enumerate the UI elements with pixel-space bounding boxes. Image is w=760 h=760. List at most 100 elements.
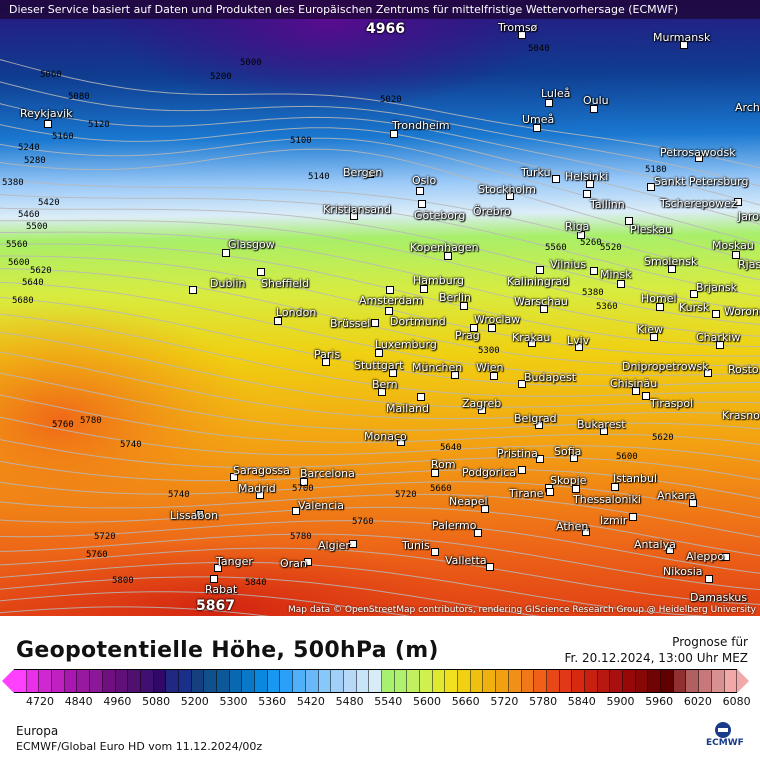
city-marker[interactable]: [528, 339, 536, 347]
city-label[interactable]: Rjas: [738, 258, 760, 271]
city-marker[interactable]: [418, 200, 426, 208]
city-marker[interactable]: [666, 546, 674, 554]
city-marker[interactable]: [712, 310, 720, 318]
city-label[interactable]: Budapest: [524, 371, 577, 384]
city-label[interactable]: Warschau: [514, 295, 568, 308]
city-marker[interactable]: [417, 393, 425, 401]
city-label[interactable]: Dortmund: [390, 315, 446, 328]
city-marker[interactable]: [552, 175, 560, 183]
city-label[interactable]: Mailand: [386, 402, 430, 415]
city-marker[interactable]: [378, 388, 386, 396]
city-marker[interactable]: [518, 380, 526, 388]
city-marker[interactable]: [44, 120, 52, 128]
city-marker[interactable]: [196, 510, 204, 518]
city-marker[interactable]: [656, 303, 664, 311]
city-marker[interactable]: [304, 558, 312, 566]
city-marker[interactable]: [586, 180, 594, 188]
city-label[interactable]: Homel: [641, 292, 677, 305]
city-marker[interactable]: [540, 305, 548, 313]
city-marker[interactable]: [722, 553, 730, 561]
city-label[interactable]: Valencia: [298, 499, 345, 512]
city-marker[interactable]: [230, 473, 238, 481]
city-label[interactable]: Bergen: [343, 166, 383, 179]
city-marker[interactable]: [431, 548, 439, 556]
city-label[interactable]: Prag: [455, 329, 480, 342]
city-marker[interactable]: [546, 488, 554, 496]
city-label[interactable]: Wroclaw: [474, 313, 521, 326]
city-label[interactable]: Aleppo: [686, 550, 725, 563]
city-label[interactable]: Madrid: [238, 482, 276, 495]
city-marker[interactable]: [460, 302, 468, 310]
city-marker[interactable]: [629, 513, 637, 521]
city-marker[interactable]: [390, 130, 398, 138]
city-marker[interactable]: [481, 505, 489, 513]
city-label[interactable]: Bukarest: [577, 418, 626, 431]
city-marker[interactable]: [668, 265, 676, 273]
city-marker[interactable]: [690, 290, 698, 298]
city-label[interactable]: Dublin: [210, 277, 246, 290]
city-marker[interactable]: [257, 268, 265, 276]
city-label[interactable]: Tromsø: [498, 21, 538, 34]
city-marker[interactable]: [705, 575, 713, 583]
city-label[interactable]: Minsk: [600, 268, 632, 281]
city-label[interactable]: München: [412, 361, 463, 374]
city-label[interactable]: Antalya: [634, 538, 676, 551]
city-marker[interactable]: [650, 333, 658, 341]
city-label[interactable]: Sheffield: [261, 277, 310, 290]
city-label[interactable]: Lviv: [567, 334, 590, 347]
city-label[interactable]: Kursk: [679, 301, 710, 314]
city-marker[interactable]: [189, 286, 197, 294]
city-marker[interactable]: [375, 349, 383, 357]
city-label[interactable]: Bern: [372, 378, 398, 391]
city-label[interactable]: Belgrad: [514, 412, 557, 425]
city-label[interactable]: Ankara: [657, 489, 696, 502]
city-label[interactable]: Thessaloniki: [573, 493, 641, 506]
city-label[interactable]: Tscherepowez: [660, 197, 737, 210]
city-label[interactable]: Arch: [735, 101, 760, 114]
city-label[interactable]: London: [276, 306, 317, 319]
city-marker[interactable]: [590, 105, 598, 113]
city-label[interactable]: Krasno: [722, 409, 760, 422]
city-label[interactable]: Brüssel: [330, 317, 371, 330]
city-label[interactable]: Chisinău: [610, 377, 658, 390]
city-marker[interactable]: [322, 358, 330, 366]
city-marker[interactable]: [732, 251, 740, 259]
city-marker[interactable]: [210, 575, 218, 583]
city-label[interactable]: Amsterdam: [359, 294, 423, 307]
city-marker[interactable]: [582, 528, 590, 536]
city-marker[interactable]: [577, 231, 585, 239]
city-marker[interactable]: [506, 192, 514, 200]
city-label[interactable]: Charkiw: [696, 331, 741, 344]
city-marker[interactable]: [518, 466, 526, 474]
city-marker[interactable]: [490, 372, 498, 380]
city-marker[interactable]: [292, 507, 300, 515]
city-marker[interactable]: [474, 529, 482, 537]
city-label[interactable]: Trondheim: [392, 119, 450, 132]
city-marker[interactable]: [716, 341, 724, 349]
city-marker[interactable]: [536, 266, 544, 274]
city-label[interactable]: Tallinn: [590, 198, 625, 211]
city-marker[interactable]: [214, 564, 222, 572]
city-label[interactable]: Athen: [556, 520, 589, 533]
city-marker[interactable]: [617, 280, 625, 288]
city-marker[interactable]: [478, 406, 486, 414]
city-marker[interactable]: [590, 267, 598, 275]
city-marker[interactable]: [420, 285, 428, 293]
city-marker[interactable]: [349, 540, 357, 548]
city-marker[interactable]: [385, 307, 393, 315]
city-label[interactable]: Smolensk: [644, 255, 698, 268]
city-marker[interactable]: [575, 343, 583, 351]
city-marker[interactable]: [366, 170, 374, 178]
city-label[interactable]: Wien: [476, 361, 504, 374]
city-marker[interactable]: [632, 387, 640, 395]
city-label[interactable]: Palermo: [432, 519, 477, 532]
city-label[interactable]: Hamburg: [413, 274, 464, 287]
city-marker[interactable]: [518, 31, 526, 39]
city-label[interactable]: Rabat: [205, 583, 238, 596]
city-label[interactable]: Göteborg: [414, 209, 466, 222]
city-marker[interactable]: [470, 324, 478, 332]
city-marker[interactable]: [486, 563, 494, 571]
city-label[interactable]: Rosto: [728, 363, 759, 376]
city-label[interactable]: Algier: [318, 539, 350, 552]
city-label[interactable]: Glasgow: [228, 238, 275, 251]
